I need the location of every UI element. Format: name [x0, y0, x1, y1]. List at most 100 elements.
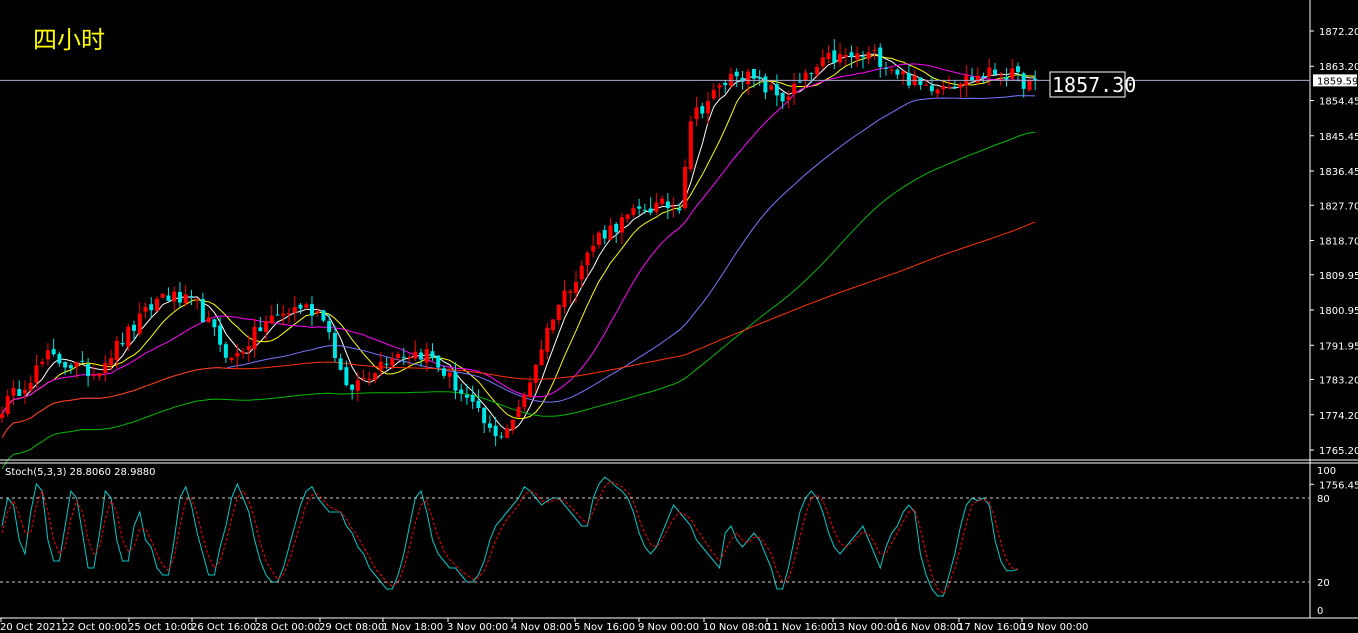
candle-body — [103, 363, 108, 374]
candle-body — [350, 384, 355, 390]
candle-body — [332, 332, 337, 358]
candle-body — [172, 291, 177, 302]
candle-body — [183, 294, 188, 304]
candle-body — [419, 352, 424, 360]
candle-body — [68, 365, 73, 369]
candle-body — [906, 73, 911, 86]
candle-body — [132, 324, 137, 331]
candle-body — [878, 47, 883, 67]
price-big-label: 1857.30 — [1052, 73, 1136, 97]
stoch-d-line — [1, 480, 1019, 594]
price-tick-label: 1774.20 — [1319, 411, 1358, 422]
price-tick-label: 1809.95 — [1319, 271, 1358, 282]
candle-body — [717, 85, 722, 88]
candle-body — [688, 121, 693, 170]
candle-body — [861, 56, 865, 58]
candle-body — [384, 363, 389, 365]
candle-body — [1010, 68, 1015, 79]
candle-body — [826, 52, 831, 59]
candle-body — [901, 71, 906, 75]
candle-body — [5, 396, 10, 414]
candle-body — [321, 310, 326, 321]
candle-body — [80, 360, 85, 362]
candle-body — [769, 85, 774, 90]
date-label: 25 Oct 10:00 — [128, 622, 193, 633]
candle-body — [22, 389, 27, 394]
candle-body — [28, 382, 33, 391]
candle-body — [309, 304, 314, 316]
candle-body — [17, 389, 22, 396]
date-label: 13 Nov 00:00 — [832, 622, 899, 633]
candle-body — [292, 306, 297, 313]
candle-body — [924, 84, 929, 86]
candle-body — [843, 54, 848, 57]
candle-body — [591, 245, 596, 252]
candle-body — [499, 436, 504, 438]
candle-body — [1015, 66, 1020, 73]
date-label: 10 Nov 08:00 — [703, 622, 770, 633]
candle-body — [459, 389, 464, 394]
candle-body — [797, 81, 802, 83]
candle-body — [109, 358, 114, 366]
candle-body — [889, 69, 894, 71]
candle-body — [757, 77, 762, 79]
date-label: 4 Nov 08:00 — [511, 622, 572, 633]
candle-body — [683, 166, 688, 209]
candle-body — [390, 358, 395, 366]
candle-body — [361, 377, 366, 379]
stoch-tick-label: 100 — [1317, 466, 1336, 477]
candle-body — [45, 350, 50, 360]
candle-body — [510, 419, 515, 430]
candle-body — [1004, 77, 1009, 80]
candle-body — [264, 321, 269, 333]
candle-body — [51, 349, 56, 355]
candle-body — [120, 343, 125, 345]
candle-body — [619, 217, 624, 233]
candle-body — [568, 291, 573, 293]
candle-body — [654, 202, 659, 212]
date-label: 16 Nov 08:00 — [895, 622, 962, 633]
candle-body — [786, 96, 791, 100]
candle-body — [218, 325, 223, 345]
candle-body — [269, 315, 274, 324]
candle-body — [947, 87, 952, 89]
candle-body — [114, 340, 119, 361]
candle-body — [304, 304, 309, 308]
current-price-label: 1859.59 — [1317, 76, 1358, 87]
candle-body — [493, 425, 498, 437]
candle-body — [447, 372, 452, 377]
candle-body — [849, 52, 854, 58]
candle-body — [608, 225, 613, 240]
candle-body — [774, 84, 779, 96]
ma-line-ma120 — [1, 221, 1036, 438]
candle-body — [1033, 78, 1038, 81]
date-label: 20 Oct 2021 — [0, 622, 62, 633]
price-big-box — [1049, 71, 1126, 98]
candle-body — [895, 69, 900, 75]
candle-body — [866, 52, 871, 59]
date-label: 1 Nov 18:00 — [382, 622, 443, 633]
candle-body — [200, 299, 205, 323]
candle-body — [407, 357, 412, 359]
price-tick-label: 1818.70 — [1319, 237, 1358, 248]
candle-body — [0, 414, 4, 418]
candle-body — [34, 365, 39, 383]
date-label: 29 Oct 08:00 — [319, 622, 384, 633]
stoch-k-line — [1, 476, 1019, 597]
candle-body — [235, 352, 240, 357]
candle-body — [327, 321, 332, 333]
candle-body — [229, 357, 234, 361]
candle-body — [883, 67, 888, 69]
candle-body — [367, 378, 372, 381]
candle-body — [396, 353, 401, 358]
price-tick-label: 1765.20 — [1319, 446, 1358, 457]
candle-body — [373, 373, 378, 380]
candlesticks — [0, 39, 1038, 447]
price-tick-label: 1836.45 — [1319, 167, 1358, 178]
date-label: 28 Oct 00:00 — [255, 622, 320, 633]
candle-body — [424, 349, 429, 363]
candle-body — [539, 349, 544, 366]
price-tick-label: 1827.70 — [1319, 201, 1358, 212]
candle-body — [746, 71, 751, 85]
